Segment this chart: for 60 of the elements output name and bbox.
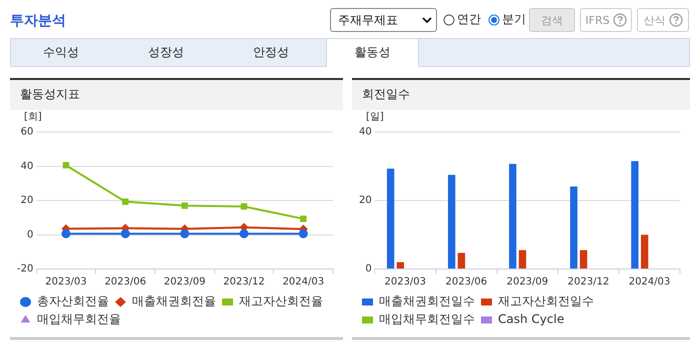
legend-label: 재고자산회전율: [239, 294, 323, 308]
point: [180, 229, 190, 238]
y-axis-title: [일]: [366, 112, 384, 123]
bar: [448, 174, 456, 268]
point: [298, 229, 308, 238]
bar: [640, 234, 648, 268]
legend-label: 총자산회전율: [37, 294, 109, 308]
legend-label: 매출채권회전일수: [379, 294, 475, 308]
chart-title: 활동성지표: [10, 78, 343, 110]
x-tick-label: 2023/09: [164, 276, 206, 288]
x-tick-label: 2023/09: [506, 276, 548, 288]
x-tick-label: 2023/12: [223, 276, 265, 288]
y-tick-label: 20: [20, 195, 34, 206]
x-tick-label: 2023/03: [45, 276, 87, 288]
x-tick-label: 2024/03: [282, 276, 324, 288]
y-tick-label: 0: [26, 229, 34, 240]
bar: [396, 262, 404, 268]
legend-label: 매출채권회전율: [132, 294, 216, 308]
x-tick-label: 2023/03: [384, 276, 426, 288]
text: IFRS: [585, 14, 610, 26]
y-tick-label: -20: [16, 264, 34, 275]
text: 검색: [529, 8, 575, 32]
point: [62, 162, 70, 168]
y-axis-title: [회]: [24, 112, 42, 123]
point: [300, 216, 307, 222]
y-tick-label: 40: [20, 160, 34, 172]
text: 성장성: [147, 44, 185, 61]
text: 산식: [644, 12, 666, 28]
point: [122, 198, 129, 205]
chart-title: 회전일수: [352, 78, 690, 110]
y-tick-label: 40: [358, 126, 372, 138]
y-tick-label: 60: [20, 126, 34, 138]
text: 연간: [457, 11, 481, 28]
bar: [509, 164, 516, 268]
point: [240, 229, 248, 238]
bar: [458, 252, 466, 268]
x-tick-label: 2023/06: [446, 276, 488, 288]
x-tick-label: 2024/03: [628, 276, 670, 288]
text: 활동성: [326, 38, 419, 67]
text: 수익성: [42, 44, 80, 61]
text: 분기: [502, 11, 526, 28]
bar: [631, 161, 638, 268]
point: [62, 229, 70, 238]
legend-label: 매입채무회전일수: [379, 312, 475, 326]
bar: [580, 250, 588, 268]
text: 주재무제표: [330, 8, 437, 32]
bar: [386, 168, 394, 268]
x-tick-label: 2023/06: [104, 276, 146, 288]
y-tick-label: 20: [358, 195, 372, 206]
point: [120, 229, 130, 238]
legend-label: 매입채무회전율: [37, 312, 121, 326]
x-tick-label: 2023/12: [568, 276, 610, 288]
bar: [570, 186, 578, 268]
text: 투자분석: [10, 12, 66, 30]
point: [181, 202, 188, 209]
bar: [518, 250, 526, 268]
legend-label: 재고자산회전일수: [498, 294, 594, 308]
text: 안정성: [252, 44, 290, 61]
legend-label: Cash Cycle: [498, 312, 564, 326]
y-tick-label: 0: [365, 264, 372, 275]
